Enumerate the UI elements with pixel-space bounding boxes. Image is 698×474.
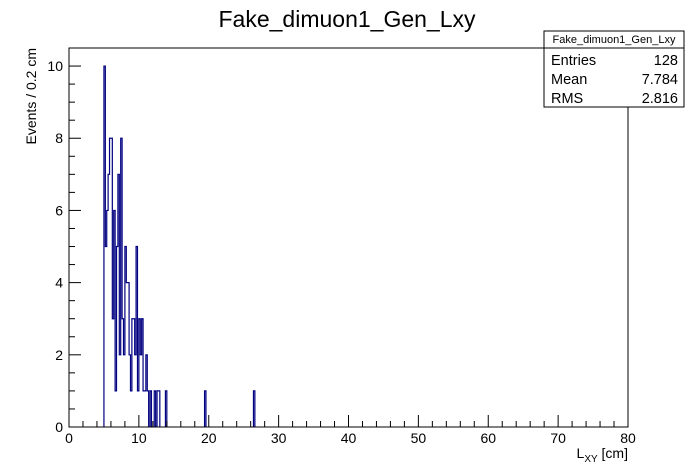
chart-title: Fake_dimuon1_Gen_Lxy bbox=[219, 6, 476, 32]
x-tick-label: 80 bbox=[620, 430, 636, 446]
y-tick-label: 6 bbox=[55, 202, 63, 218]
x-axis-title-subscript: XY bbox=[584, 454, 598, 465]
x-tick-label: 50 bbox=[411, 430, 427, 446]
stats-rms-value: 2.816 bbox=[642, 91, 678, 107]
stats-mean-value: 7.784 bbox=[642, 72, 678, 88]
y-axis-ticks: 0 2 4 6 8 10 bbox=[47, 58, 81, 435]
x-tick-label: 60 bbox=[480, 430, 496, 446]
x-tick-label: 40 bbox=[341, 430, 357, 446]
x-axis-title-unit: [cm] bbox=[598, 445, 628, 461]
histogram-series bbox=[103, 65, 256, 427]
plot-area: 0 10 20 30 40 50 60 70 80 0 2 4 6 8 10 bbox=[47, 47, 636, 446]
x-tick-label: 30 bbox=[271, 430, 287, 446]
y-axis-title: Events / 0.2 cm bbox=[23, 48, 39, 144]
x-axis-ticks: 0 10 20 30 40 50 60 70 80 bbox=[65, 415, 636, 446]
stats-box: Fake_dimuon1_Gen_Lxy Entries 128 Mean 7.… bbox=[543, 30, 685, 108]
y-tick-label: 10 bbox=[47, 58, 63, 74]
stats-entries-label: Entries bbox=[551, 53, 596, 69]
stats-mean-label: Mean bbox=[551, 72, 587, 88]
stats-histogram-name: Fake_dimuon1_Gen_Lxy bbox=[553, 34, 676, 46]
x-tick-label: 10 bbox=[131, 430, 147, 446]
stats-rms-label: RMS bbox=[551, 91, 583, 107]
x-axis-title-main: L bbox=[577, 445, 585, 461]
y-tick-label: 0 bbox=[55, 419, 63, 435]
x-tick-label: 0 bbox=[65, 430, 73, 446]
y-tick-label: 2 bbox=[55, 347, 63, 363]
y-tick-label: 4 bbox=[55, 275, 63, 291]
x-tick-label: 20 bbox=[201, 430, 217, 446]
x-axis-title: LXY [cm] bbox=[577, 445, 628, 465]
stats-entries-value: 128 bbox=[654, 53, 678, 69]
x-tick-label: 70 bbox=[550, 430, 566, 446]
stats-box-frame bbox=[543, 30, 685, 108]
y-tick-label: 8 bbox=[55, 130, 63, 146]
